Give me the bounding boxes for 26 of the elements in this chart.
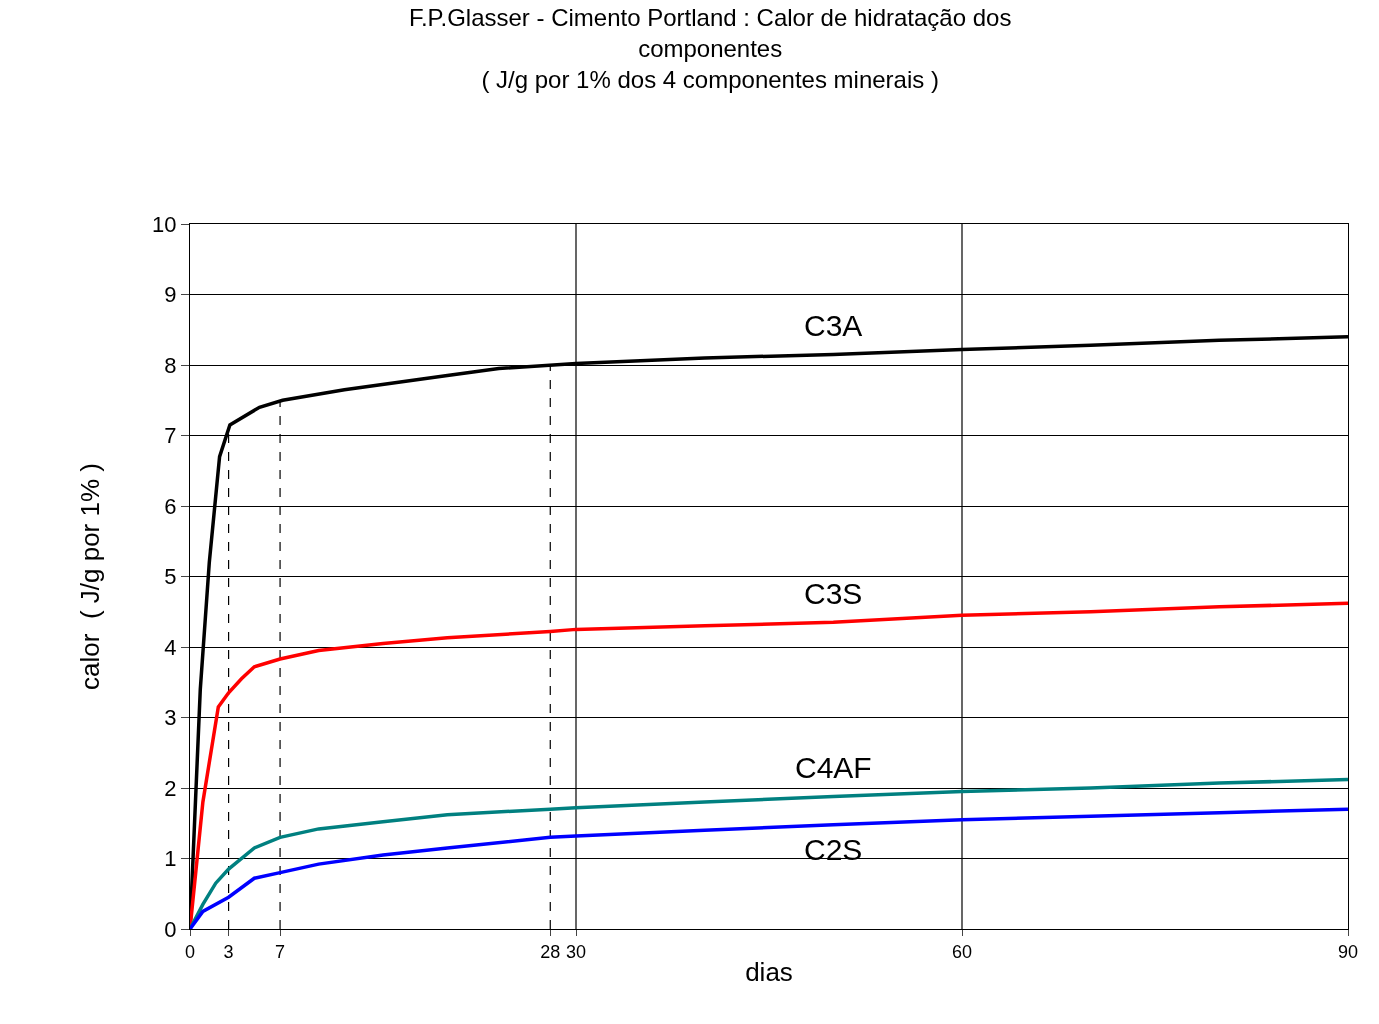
- y-tick-label: 6: [164, 493, 177, 519]
- line-series: [190, 807, 1348, 929]
- y-tick-label: 9: [164, 282, 177, 308]
- y-tick-label: 3: [164, 705, 177, 731]
- series-label: C3S: [804, 577, 863, 610]
- y-tick-label: 2: [164, 775, 177, 801]
- y-tick-label: 7: [164, 423, 177, 449]
- x-tick-label: 7: [275, 941, 286, 962]
- y-tick-label: 8: [164, 352, 177, 378]
- y-tick-label: 4: [164, 634, 177, 660]
- x-tick-label: 0: [184, 941, 196, 962]
- x-tick-label: 60: [951, 941, 973, 962]
- series-label: C4AF: [795, 751, 872, 784]
- x-tick-label: 90: [1337, 941, 1359, 962]
- x-axis-title: dias: [745, 957, 793, 988]
- y-tick-label: 0: [164, 916, 177, 942]
- y-axis-title: calor ( J/g por 1% ): [74, 463, 105, 690]
- y-tick-label: 1: [164, 846, 177, 872]
- x-tick-label: 3: [223, 941, 234, 962]
- x-tick-label: 30: [565, 941, 587, 962]
- chart-title: F.P.Glasser - Cimento Portland : Calor de hidratação dos componentes: [408, 3, 1012, 62]
- y-tick-label: 10: [152, 211, 177, 237]
- x-tick-label: 28: [540, 941, 561, 962]
- series-label: C3A: [804, 309, 863, 342]
- y-tick-label: 5: [164, 564, 177, 590]
- chart-subtitle: ( J/g por 1% dos 4 componentes minerais ): [481, 66, 939, 93]
